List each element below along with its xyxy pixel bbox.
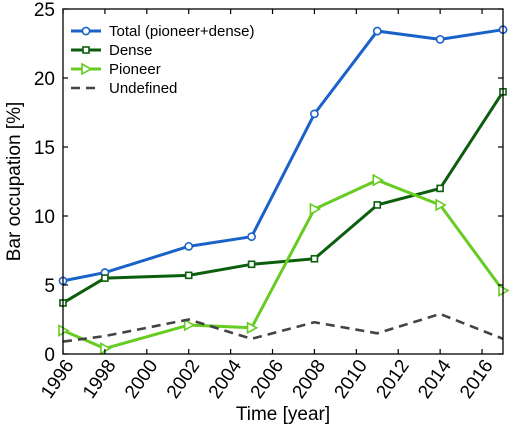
data-point xyxy=(309,202,322,216)
legend-item: Dense xyxy=(71,42,152,59)
series-dense xyxy=(59,88,507,307)
data-point xyxy=(435,198,447,212)
legend-label: Total (pioneer+dense) xyxy=(109,23,255,40)
data-point xyxy=(183,318,196,332)
x-tick-label: 1998 xyxy=(79,356,120,403)
data-point xyxy=(372,173,384,187)
y-axis-label: Bar occupation [%] xyxy=(4,102,25,261)
data-point xyxy=(246,321,259,335)
x-tick-label: 2008 xyxy=(289,356,330,403)
series-line xyxy=(62,312,504,343)
data-point xyxy=(101,274,109,282)
data-point xyxy=(184,271,193,280)
data-point xyxy=(435,34,445,44)
x-axis-label: Time [year] xyxy=(236,404,330,425)
y-tick-label: 0 xyxy=(44,345,55,366)
y-tick-label: 5 xyxy=(44,276,55,297)
x-tick-label: 2000 xyxy=(121,356,162,403)
data-point xyxy=(247,232,256,242)
x-tick-label: 2010 xyxy=(330,356,371,403)
legend-marker xyxy=(81,62,93,76)
legend-marker xyxy=(82,46,90,54)
legend-marker xyxy=(81,26,91,36)
legend-item: Undefined xyxy=(71,80,177,97)
data-point xyxy=(373,201,382,209)
y-tick-label: 15 xyxy=(34,138,55,159)
series-pioneer xyxy=(58,173,510,355)
x-tick-label: 2012 xyxy=(372,356,413,403)
plot-frame xyxy=(62,8,504,355)
y-tick-label: 10 xyxy=(34,207,55,228)
data-point xyxy=(184,241,194,251)
data-point xyxy=(436,184,444,193)
legend: Total (pioneer+dense) Dense Pioneer Undefin… xyxy=(71,23,255,97)
legend-item: Pioneer xyxy=(71,61,161,78)
x-tick-label: 2006 xyxy=(247,356,288,403)
x-tick-label: 2002 xyxy=(163,356,204,403)
series-line xyxy=(62,28,504,283)
series-line xyxy=(62,178,505,350)
data-point xyxy=(310,109,319,119)
data-point xyxy=(372,26,382,36)
legend-item: Total (pioneer+dense) xyxy=(71,23,255,40)
series-line xyxy=(62,90,505,305)
series-undefined xyxy=(62,312,504,343)
x-tick-label: 2004 xyxy=(205,356,247,403)
x-tick-label: 2016 xyxy=(456,356,497,403)
data-point xyxy=(247,260,256,269)
y-tick-label: 20 xyxy=(34,69,55,90)
y-tick-label: 25 xyxy=(34,0,55,21)
x-tick-label: 2014 xyxy=(414,356,456,403)
data-point xyxy=(310,254,319,263)
legend-label: Pioneer xyxy=(109,61,161,78)
x-tick-label: 1996 xyxy=(37,356,78,403)
legend-label: Dense xyxy=(109,42,152,59)
legend-label: Undefined xyxy=(109,80,177,97)
